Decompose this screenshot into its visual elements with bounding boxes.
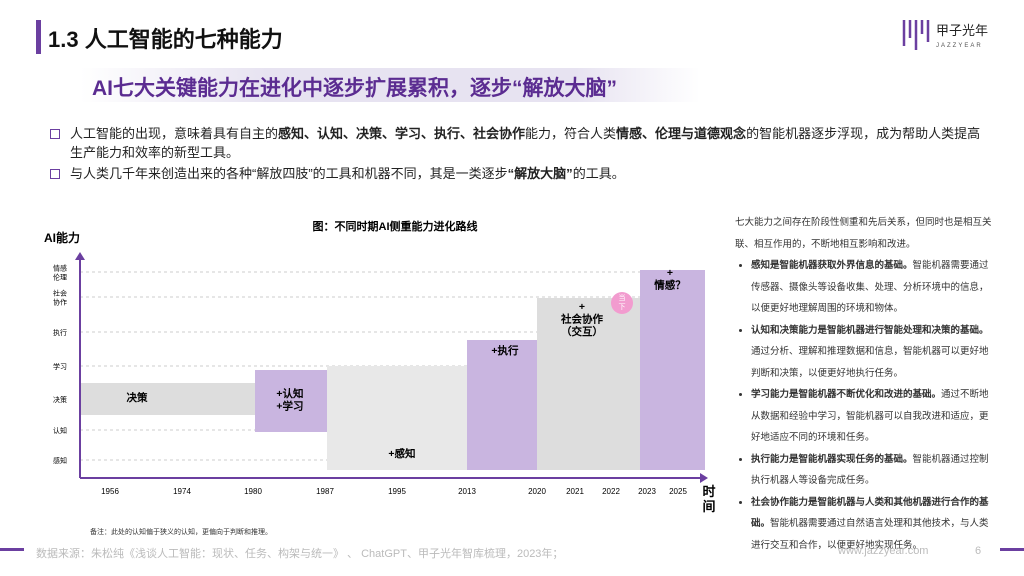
side-item-lead: 感知是智能机器获取外界信息的基础。 [751, 260, 913, 271]
side-text: 七大能力之间存在阶段性侧重和先后关系，但同时也是相互关联、相互作用的，不断地相互… [735, 212, 997, 556]
logo-sub: JAZZYEAR [936, 43, 983, 49]
section-bar [36, 20, 41, 54]
now-label: 当 [619, 293, 626, 302]
stage-label: + [579, 301, 585, 313]
footer-bar [0, 548, 24, 551]
side-list: 感知是智能机器获取外界信息的基础。智能机器需要通过传感器、摄像头等设备收集、处理… [735, 255, 997, 556]
x-tick-label: 1987 [316, 487, 334, 496]
x-tick-label: 2013 [458, 487, 476, 496]
side-item: 感知是智能机器获取外界信息的基础。智能机器需要通过传感器、摄像头等设备收集、处理… [751, 255, 997, 320]
now-label: 下 [619, 303, 626, 311]
bullet-text: 的智能机器逐步浮现，成为帮助人类提高生产能力和效率的新型工具。 [70, 126, 981, 160]
stage-block [80, 383, 255, 415]
side-item-text: 智能机器需要通过传感器、摄像头等设备收集、处理、分析环境中的信息，以便更好地理解… [751, 260, 989, 314]
x-tick-label: 1980 [244, 487, 262, 496]
stage-label: （交互） [561, 325, 603, 338]
y-level-label: 伦理 [53, 273, 67, 282]
x-tick-label: 2025 [669, 487, 687, 496]
x-axis-label: 间 [702, 499, 715, 514]
side-item-lead: 学习能力是智能机器不断优化和改进的基础。 [751, 389, 942, 400]
stage-label: 情感？ [654, 279, 686, 292]
x-tick-label: 1995 [388, 487, 406, 496]
stage-label: +感知 [388, 447, 415, 460]
x-axis-label: 时 [702, 484, 715, 499]
subtitle-band [80, 68, 700, 102]
y-level-label: 认知 [53, 426, 67, 435]
stage-block [640, 270, 705, 470]
stage-label: +学习 [276, 400, 303, 413]
x-tick-label: 2022 [602, 487, 620, 496]
note: 备注：此处的认知偏于狭义的认知，更偏向于判断和推理。 [90, 529, 272, 536]
side-item-text: 通过分析、理解和推理数据和信息，智能机器可以更好地判断和决策，以便更好地执行任务… [751, 346, 989, 379]
y-arrow [75, 252, 85, 260]
y-level-label: 决策 [53, 395, 67, 404]
stage-label: + [667, 267, 673, 279]
x-tick-label: 2020 [528, 487, 546, 496]
x-tick-label: 1974 [173, 487, 191, 496]
x-tick-label: 1956 [101, 487, 119, 496]
y-level-label: 感知 [53, 456, 67, 465]
bullet-text: 与人类几千年来创造出来的各种“解放四肢”的工具和机器不同，其是一类逐步 [70, 166, 508, 181]
stage-block [467, 340, 537, 470]
stage-label: 决策 [127, 391, 148, 404]
stage-block [327, 366, 467, 470]
side-item: 认知和决策能力是智能机器进行智能处理和决策的基础。通过分析、理解和推理数据和信息… [751, 320, 997, 385]
stage-label: +认知 [276, 387, 303, 400]
y-level-label: 社会 [53, 289, 67, 298]
side-item-text: 智能机器需要通过自然语言处理和其他技术，与人类进行交互和合作，以便更好地实现任务… [751, 518, 989, 551]
side-item-lead: 社会协作能力是智能机器与人类和其他机器进行合作的基础。 [751, 496, 989, 530]
bullet: 人工智能的出现，意味着具有自主的感知、认知、决策、学习、执行、社会协作能力，符合… [50, 124, 990, 162]
source: 数据来源：朱松纯《浅谈人工智能：现状、任务、构架与统一》 、 ChatGPT、甲… [36, 548, 564, 560]
bullet-text: 情感、伦理与道德观念 [616, 126, 747, 141]
side-item-lead: 执行能力是智能机器实现任务的基础。 [751, 453, 913, 465]
subtitle: AI七大关键能力在进化中逐步扩展累积，逐步“解放大脑” [92, 77, 617, 100]
footer-bar [1000, 548, 1024, 551]
bullet-text: 的工具。 [572, 166, 625, 181]
bullet-text: 感知、认知、决策、学习、执行、社会协作 [278, 126, 526, 141]
bullet-text: 能力，符合人类 [525, 126, 617, 141]
side-item: 社会协作能力是智能机器与人类和其他机器进行合作的基础。智能机器需要通过自然语言处… [751, 492, 997, 557]
stage-label: 社会协作 [560, 313, 603, 326]
now-marker [611, 292, 633, 314]
bullet-text: 人工智能的出现，意味着具有自主的 [70, 126, 279, 141]
y-level-label: 协作 [53, 298, 67, 307]
side-item-text: 通过不断地从数据和经验中学习，智能机器可以自我改进和适应，更好地适应不同的环境和… [751, 389, 989, 443]
bullet-text: “解放大脑” [507, 166, 573, 181]
figure-title: 图：不同时期AI侧重能力进化路线 [313, 219, 478, 233]
side-item: 学习能力是智能机器不断优化和改进的基础。通过不断地从数据和经验中学习，智能机器可… [751, 384, 997, 449]
stage-label: +执行 [491, 344, 519, 357]
section-title: 1.3 人工智能的七种能力 [48, 27, 283, 52]
logo: 甲子光年 JAZZYEAR [902, 20, 988, 50]
page-number: 6 [975, 545, 982, 557]
stage-block [537, 298, 640, 470]
y-level-label: 学习 [53, 362, 67, 371]
x-tick-label: 2023 [638, 487, 656, 496]
side-item-lead: 认知和决策能力是智能机器进行智能处理和决策的基础。 [751, 324, 989, 336]
bullet: 与人类几千年来创造出来的各种“解放四肢”的工具和机器不同，其是一类逐步“解放大脑… [50, 164, 990, 183]
x-tick-label: 2021 [566, 487, 584, 496]
y-level-label: 情感 [53, 264, 67, 273]
stage-block [255, 370, 327, 432]
y-axis-label: AI能力 [44, 230, 80, 245]
side-item: 执行能力是智能机器实现任务的基础。智能机器通过控制执行机器人等设备完成任务。 [751, 449, 997, 492]
x-arrow [700, 473, 708, 483]
side-intro: 七大能力之间存在阶段性侧重和先后关系，但同时也是相互关联、相互作用的，不断地相互… [735, 217, 992, 250]
url: www.jazzyear.com [838, 545, 929, 557]
y-level-label: 执行 [53, 328, 67, 337]
side-item-text: 智能机器通过控制执行机器人等设备完成任务。 [751, 453, 989, 487]
logo-text: 甲子光年 [936, 23, 988, 38]
